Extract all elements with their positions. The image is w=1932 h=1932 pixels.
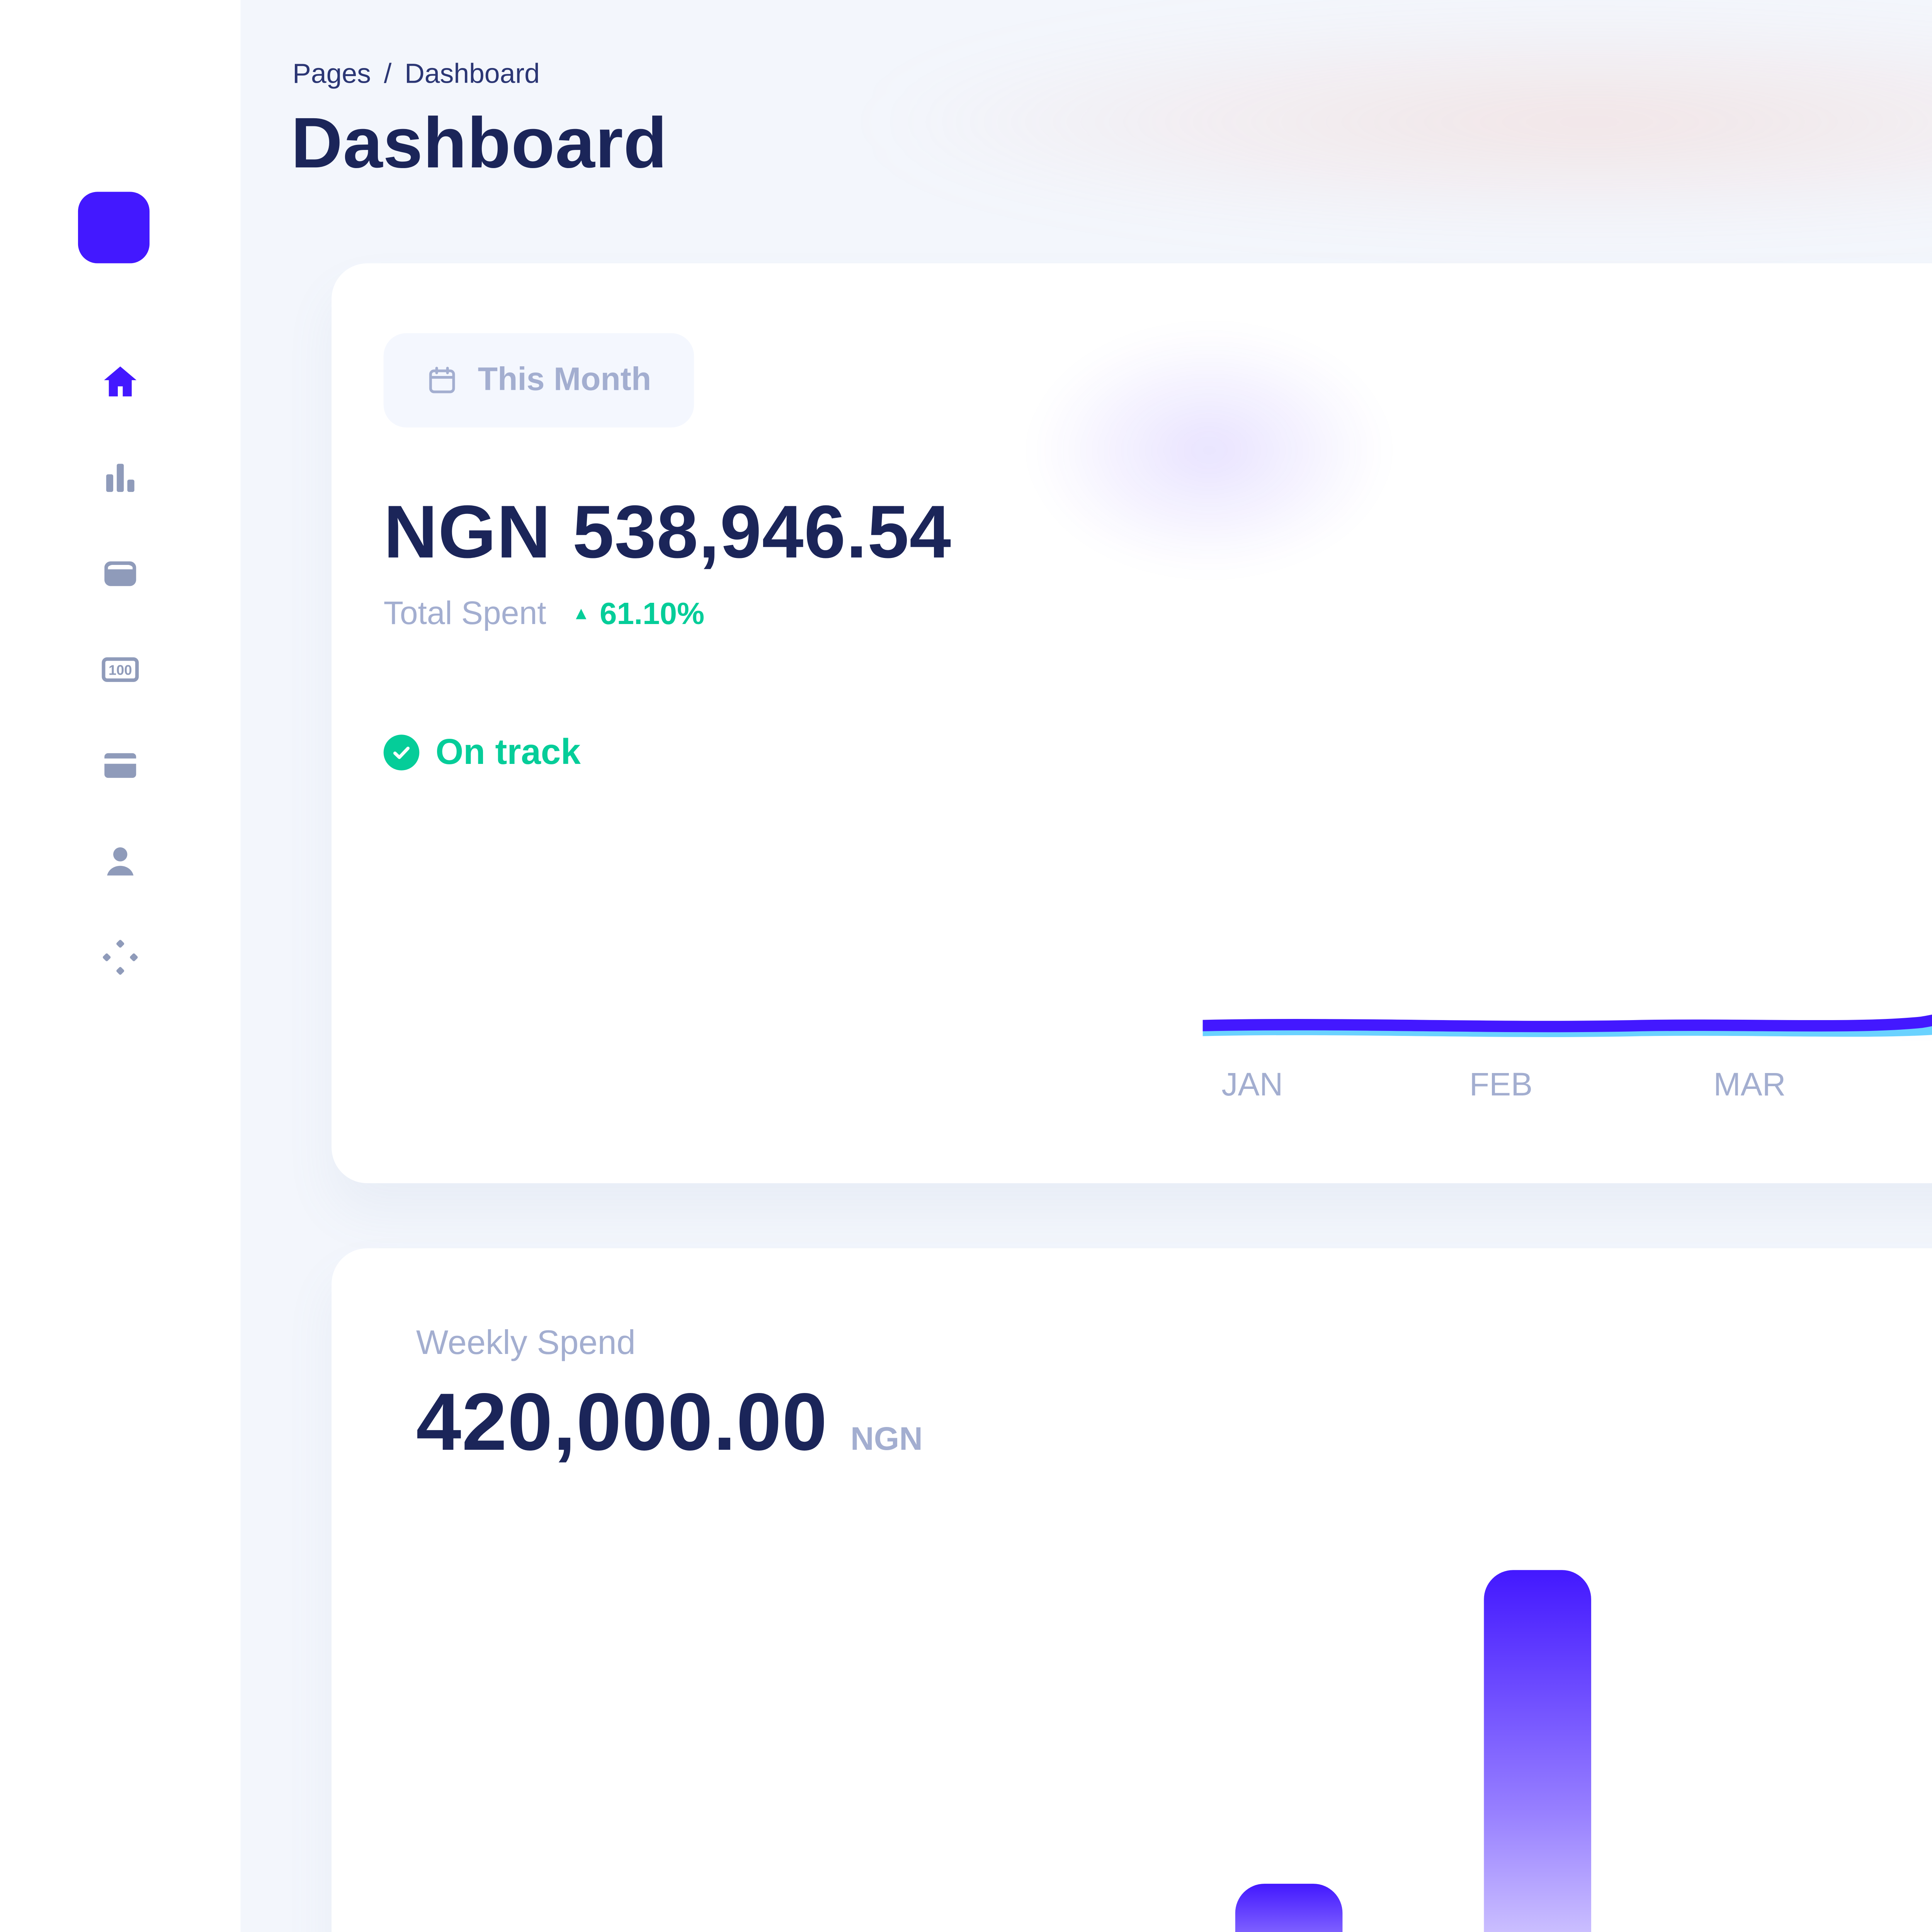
move-icon: [99, 935, 141, 986]
line-chart-glow: [1030, 328, 1388, 572]
status-label: On track: [435, 731, 581, 772]
breadcrumb: Pages / Dashboard: [293, 58, 540, 91]
bar-thu: [1483, 1570, 1591, 1932]
main-content: Pages / Dashboard Dashboard T: [240, 0, 1932, 1932]
arrow-up-icon: ▲: [572, 604, 590, 624]
credit-card-icon: [99, 743, 141, 794]
sidebar-nav: 100: [0, 364, 241, 981]
monthly-delta-badge: ▲ 61.10%: [572, 597, 704, 633]
sidebar-item-profile[interactable]: [99, 844, 141, 886]
month-axis-label: MAR: [1713, 1068, 1786, 1104]
monthly-delta-value: 61.10%: [599, 597, 705, 632]
status-badge: On track: [383, 731, 581, 774]
breadcrumb-pages-link[interactable]: Pages: [293, 58, 371, 90]
page-title: Dashboard: [291, 104, 668, 184]
total-spent-label: Total Spent: [383, 596, 546, 633]
weekly-bar-chart: SUNMONTUEWEDTHUFRISAT: [421, 1557, 1932, 1932]
period-selector-label: This Month: [478, 361, 651, 398]
sidebar-item-cards[interactable]: [99, 748, 141, 790]
total-spent-row: Total Spent ▲ 61.10%: [384, 597, 704, 634]
bar-chart-icon: [99, 456, 141, 506]
bar-column-fri: FRI: [1661, 1557, 1909, 1932]
bar-column-sun: SUN: [421, 1557, 669, 1932]
period-selector-button[interactable]: This Month: [383, 333, 694, 428]
month-axis-label: APR: [1874, 1068, 1932, 1105]
month-axis-label: FEB: [1469, 1068, 1533, 1104]
sidebar-item-analytics[interactable]: [99, 460, 141, 502]
wallet-icon: [99, 552, 141, 602]
sidebar-item-transfers[interactable]: [99, 939, 141, 981]
header-glow-decoration: [858, 16, 1932, 228]
banknote-100-icon: 100: [99, 648, 141, 698]
check-circle-icon: [383, 735, 420, 770]
monthly-line-chart: [1197, 751, 1932, 1044]
svg-text:100: 100: [109, 662, 132, 677]
line-series-primary: [1197, 1014, 1932, 1032]
bar-column-sat: SAT: [1909, 1557, 1932, 1932]
bar-column-wed: WED: [1165, 1557, 1413, 1932]
sidebar-item-home[interactable]: [99, 364, 141, 406]
line-chart-months: JAN FEB MAR APR: [1128, 1068, 1932, 1105]
line-chart-area-fill: [1901, 1027, 1932, 1044]
weekly-spend-card: Weekly Spend 420,000.00 NGN ▲ 77.93% SUN…: [332, 1248, 1932, 1932]
app-logo[interactable]: [78, 192, 150, 264]
sidebar: 100: [0, 0, 241, 1932]
line-series-secondary: [1197, 1023, 1932, 1037]
bar-column-thu: THU: [1413, 1557, 1661, 1932]
weekly-amount-row: 420,000.00 NGN: [416, 1375, 923, 1469]
sidebar-item-wallet[interactable]: [99, 556, 141, 598]
bar-column-tue: TUE: [917, 1557, 1165, 1932]
breadcrumb-separator: /: [384, 58, 392, 90]
home-icon: [99, 360, 141, 410]
month-axis-label: JAN: [1221, 1068, 1283, 1104]
calendar-icon: [426, 364, 458, 396]
weekly-spend-currency: NGN: [850, 1422, 923, 1458]
monthly-spend-card: This Month NGN 538,946.54 Total Spent ▲ …: [332, 263, 1932, 1184]
weekly-spend-label: Weekly Spend: [416, 1325, 636, 1362]
bar-column-mon: MON: [669, 1557, 917, 1932]
bar-wed: [1235, 1884, 1343, 1932]
sidebar-item-banknote[interactable]: 100: [99, 652, 141, 694]
user-icon: [99, 840, 141, 890]
weekly-spend-amount: 420,000.00: [416, 1376, 828, 1468]
breadcrumb-current-link[interactable]: Dashboard: [405, 58, 540, 90]
total-spent-amount: NGN 538,946.54: [383, 489, 952, 574]
